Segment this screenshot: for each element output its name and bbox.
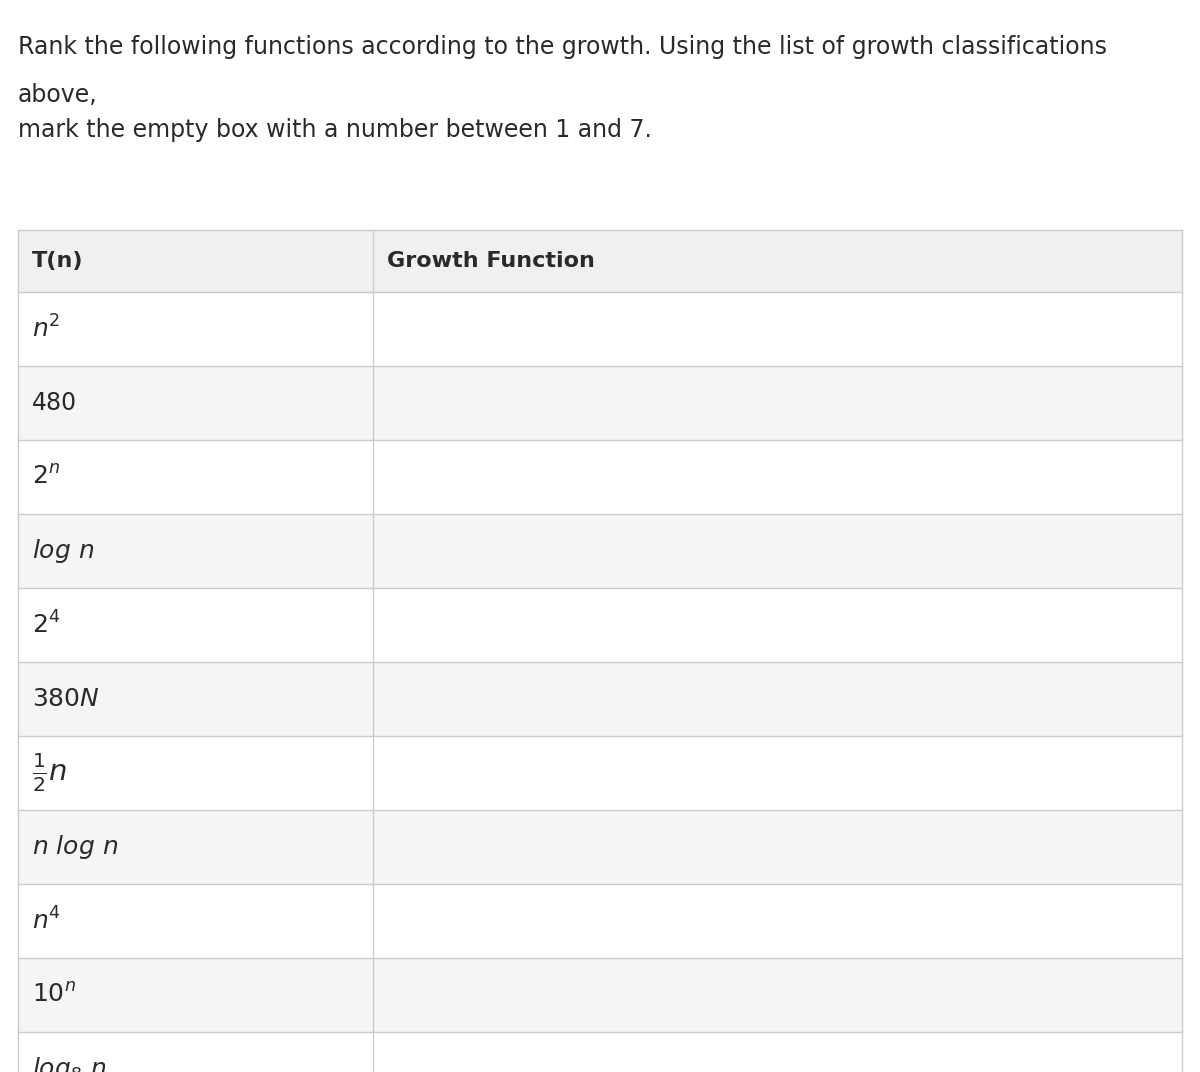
Text: $\frac{1}{2}n$: $\frac{1}{2}n$: [32, 751, 67, 794]
Bar: [18, 810, 1182, 884]
Bar: [18, 958, 1182, 1032]
Text: $10^n$: $10^n$: [32, 983, 76, 1007]
Bar: [18, 440, 1182, 513]
Text: T(n): T(n): [32, 251, 84, 271]
Bar: [18, 662, 1182, 736]
Text: $n^2$: $n^2$: [32, 315, 60, 343]
Bar: [18, 884, 1182, 958]
Bar: [18, 1032, 1182, 1072]
Text: $n^4$: $n^4$: [32, 907, 61, 935]
Text: $log_8\ n$: $log_8\ n$: [32, 1055, 107, 1072]
Bar: [18, 589, 1182, 662]
Text: $380N$: $380N$: [32, 687, 100, 711]
Text: 480: 480: [32, 391, 77, 415]
Text: Growth Function: Growth Function: [388, 251, 595, 271]
Text: $n\ log\ n$: $n\ log\ n$: [32, 833, 119, 861]
Bar: [18, 366, 1182, 440]
Bar: [18, 292, 1182, 366]
Text: Rank the following functions according to the growth. Using the list of growth c: Rank the following functions according t…: [18, 35, 1108, 59]
Text: mark the empty box with a number between 1 and 7.: mark the empty box with a number between…: [18, 118, 652, 142]
Text: $2^4$: $2^4$: [32, 611, 60, 639]
Text: $2^n$: $2^n$: [32, 465, 60, 489]
Text: above,: above,: [18, 83, 97, 107]
Bar: [18, 230, 1182, 292]
Bar: [18, 513, 1182, 589]
Text: $log\ n$: $log\ n$: [32, 537, 95, 565]
Bar: [18, 736, 1182, 810]
